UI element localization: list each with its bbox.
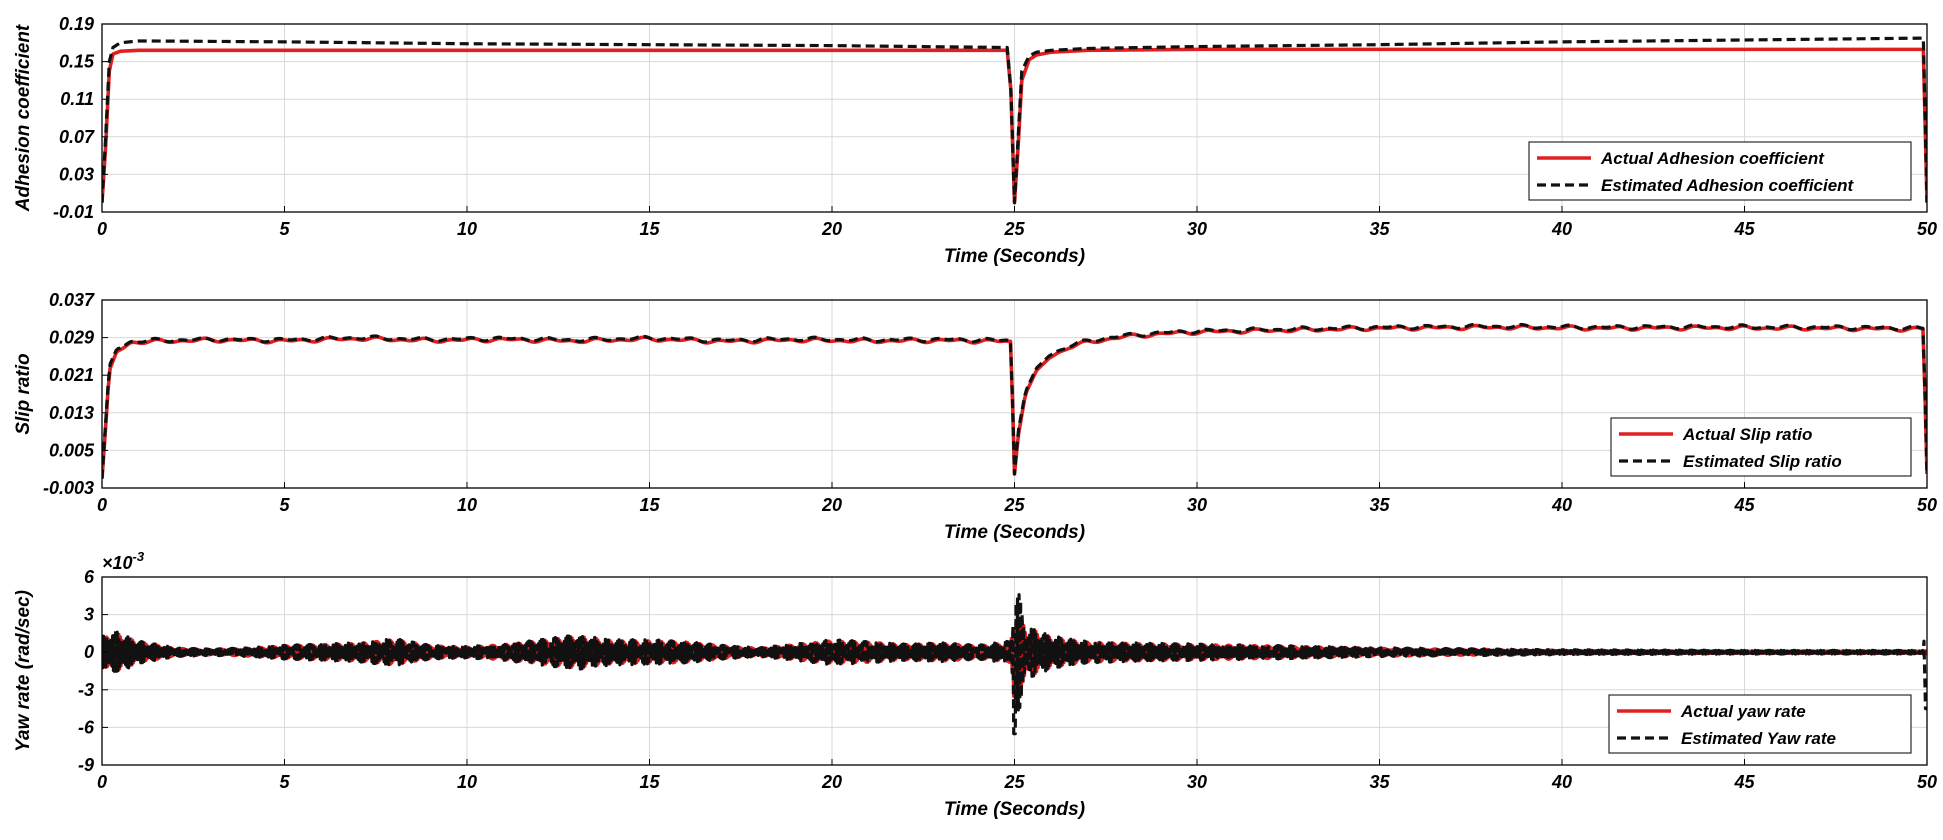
- x-tick-label: 0: [97, 772, 107, 792]
- x-tick-label: 25: [1003, 772, 1025, 792]
- y-tick-label: -6: [78, 717, 95, 737]
- x-tick-label: 10: [457, 772, 477, 792]
- x-tick-label: 30: [1187, 219, 1207, 239]
- x-tick-label: 25: [1003, 495, 1025, 515]
- legend-label: Estimated Adhesion coefficient: [1601, 176, 1855, 195]
- x-tick-label: 20: [821, 219, 842, 239]
- y-tick-label: 0.037: [49, 290, 95, 310]
- x-tick-label: 10: [457, 495, 477, 515]
- legend-label: Estimated Yaw rate: [1681, 729, 1836, 748]
- legend-box: [1608, 694, 1912, 754]
- x-tick-label: 35: [1369, 219, 1390, 239]
- y-tick-label: 0.19: [59, 14, 94, 34]
- y-tick-label: 0.03: [59, 164, 94, 184]
- y-tick-label: -9: [78, 755, 94, 775]
- x-tick-label: 5: [279, 219, 290, 239]
- legend-label: Actual Adhesion coefficient: [1600, 149, 1825, 168]
- x-tick-label: 5: [279, 772, 290, 792]
- y-tick-label: 6: [84, 567, 95, 587]
- series-line: [102, 36, 1927, 205]
- y-axis-label: Adhesion coefficient: [13, 24, 34, 212]
- y-axis-label: Yaw rate (rad/sec): [13, 590, 34, 752]
- x-tick-label: 35: [1369, 772, 1390, 792]
- legend-box: [1528, 141, 1912, 201]
- x-tick-label: 35: [1369, 495, 1390, 515]
- yaw-rate-plot: 0 5 10 15 20 25 30 35 40 45 50 -9 -6 -3 0 3 6 Time (Secon…: [13, 549, 1937, 820]
- x-tick-label: 45: [1733, 495, 1755, 515]
- x-tick-label: 25: [1003, 219, 1025, 239]
- x-tick-label: 40: [1551, 495, 1572, 515]
- y-tick-label: -3: [78, 680, 94, 700]
- y-tick-label: -0.003: [43, 478, 94, 498]
- x-tick-label: 20: [821, 772, 842, 792]
- x-tick-label: 45: [1733, 772, 1755, 792]
- y-tick-label: 0.11: [60, 89, 94, 109]
- x-tick-label: 0: [97, 219, 107, 239]
- series-line: [102, 322, 1927, 479]
- x-tick-label: 30: [1187, 772, 1207, 792]
- y-axis-label: Slip ratio: [13, 353, 34, 434]
- legend-box: [1610, 417, 1912, 477]
- x-tick-label: 45: [1733, 219, 1755, 239]
- x-tick-label: 0: [97, 495, 107, 515]
- x-tick-label: 40: [1551, 772, 1572, 792]
- legend-label: Actual Slip ratio: [1682, 425, 1812, 444]
- x-axis-label: Time (Seconds): [944, 522, 1085, 543]
- x-tick-label: 5: [279, 495, 290, 515]
- y-tick-label: -0.01: [53, 202, 94, 222]
- x-tick-label: 50: [1917, 219, 1937, 239]
- x-tick-label: 15: [639, 772, 660, 792]
- x-tick-label: 30: [1187, 495, 1207, 515]
- y-tick-label: 0.15: [59, 52, 95, 72]
- x-tick-label: 50: [1917, 772, 1937, 792]
- x-tick-label: 40: [1551, 219, 1572, 239]
- x-tick-label: 20: [821, 495, 842, 515]
- x-tick-label: 10: [457, 219, 477, 239]
- y-tick-label: 0.005: [49, 440, 95, 460]
- y-tick-label: 0.021: [49, 365, 94, 385]
- legend-label: Actual yaw rate: [1680, 702, 1806, 721]
- y-tick-label: 0: [84, 642, 94, 662]
- x-tick-label: 50: [1917, 495, 1937, 515]
- adhesion-coefficient-plot: 0 5 10 15 20 25 30 35 40 45 50 -0.01 0.03 0.07 0.11 0.1…: [13, 14, 1937, 267]
- x-axis-label: Time (Seconds): [944, 799, 1085, 820]
- legend-label: Estimated Slip ratio: [1683, 452, 1842, 471]
- y-tick-label: 0.07: [59, 127, 95, 147]
- y-tick-label: 0.029: [49, 328, 94, 348]
- x-tick-label: 15: [639, 219, 660, 239]
- slip-ratio-plot: 0 5 10 15 20 25 30 35 40 45 50 -0.003 0.005 0.013 0.02…: [13, 290, 1937, 543]
- y-tick-label: 0.013: [49, 403, 94, 423]
- x-axis-label: Time (Seconds): [944, 246, 1085, 267]
- x-tick-label: 15: [639, 495, 660, 515]
- y-tick-label: 3: [84, 605, 94, 625]
- series-line: [102, 593, 1927, 736]
